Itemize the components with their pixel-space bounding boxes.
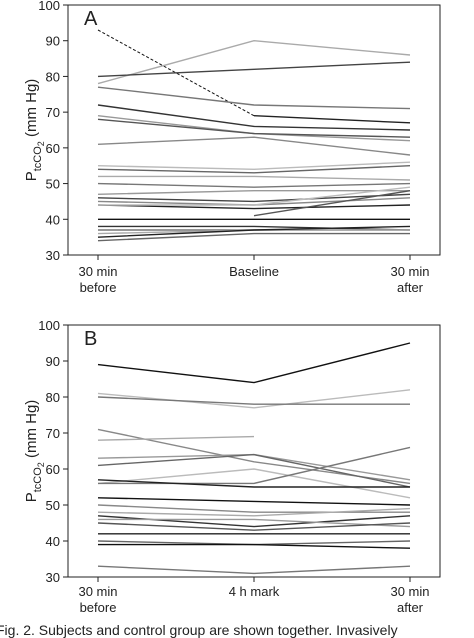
series-line [97, 232, 410, 242]
series-line [97, 161, 411, 170]
y-tick-label: 90 [46, 354, 60, 369]
series-line [97, 468, 411, 499]
y-tick-label: 60 [46, 141, 60, 156]
y-tick-label: 50 [46, 177, 60, 192]
series-line [97, 497, 411, 506]
series-line [98, 225, 411, 231]
series-line [98, 543, 411, 549]
y-tick-label: 60 [46, 462, 60, 477]
series-line [97, 396, 410, 405]
y-label-main: P [23, 171, 40, 181]
series-line [97, 190, 410, 195]
series-line [97, 342, 411, 384]
series-line [97, 86, 411, 110]
series-line [97, 507, 411, 517]
y-label-subsub: 2 [36, 462, 46, 467]
series-line [253, 115, 411, 124]
series-line [98, 518, 411, 528]
x-tick-label: 4 h mark [228, 584, 280, 599]
series-line [97, 225, 411, 238]
y-label-sub: tcCO [32, 146, 44, 172]
series-line [97, 182, 411, 188]
y-axis-label: PtcCO2 (mm Hg) [23, 400, 46, 503]
series-line [97, 193, 411, 203]
y-label-unit: (mm Hg) [23, 79, 40, 142]
series-line [97, 104, 411, 131]
plot-frame [67, 324, 441, 578]
series-line [97, 428, 411, 485]
y-tick-label: 30 [46, 570, 60, 585]
x-tick-label: Baseline [229, 264, 279, 279]
series-line [97, 479, 410, 488]
series-line [98, 446, 411, 485]
y-tick-label: 30 [46, 248, 60, 263]
series-line [98, 175, 411, 181]
series-line [253, 190, 411, 217]
x-tick-label: 30 min before [78, 264, 118, 295]
y-tick-label: 50 [46, 498, 60, 513]
series-line [97, 565, 411, 575]
series-line [97, 136, 411, 156]
x-tick-label: 30 min after [390, 584, 430, 615]
y-tick-label: 70 [46, 105, 60, 120]
caption: Fig. 2. Subjects and control group are s… [0, 622, 398, 638]
panel-label: A [84, 8, 98, 30]
series-line [97, 389, 411, 409]
y-tick-label: 90 [46, 34, 60, 49]
y-tick-label: 80 [46, 390, 60, 405]
series-line [97, 165, 411, 174]
y-label-subsub: 2 [36, 141, 46, 146]
series-line [97, 453, 411, 488]
x-tick-label: 30 min before [78, 584, 118, 615]
series-line [97, 40, 411, 85]
y-label-sub: tcCO [32, 467, 44, 493]
series-line [98, 186, 411, 206]
panel-label: B [84, 328, 97, 350]
series-line [97, 61, 411, 78]
y-tick-label: 80 [46, 69, 60, 84]
series-line [97, 504, 410, 513]
y-tick-label: 40 [46, 534, 60, 549]
y-tick-label: 40 [46, 212, 60, 227]
x-tick-label: 30 min after [390, 264, 430, 295]
series-line [97, 522, 411, 531]
y-tick-label: 70 [46, 426, 60, 441]
series-line [97, 204, 411, 210]
series-line [97, 118, 411, 138]
y-axis-label: PtcCO2 (mm Hg) [23, 79, 46, 182]
y-tick-label: 100 [38, 0, 60, 13]
y-label-main: P [23, 492, 40, 502]
series-line [97, 435, 255, 441]
y-tick-label: 100 [38, 318, 60, 333]
y-label-unit: (mm Hg) [23, 400, 40, 463]
